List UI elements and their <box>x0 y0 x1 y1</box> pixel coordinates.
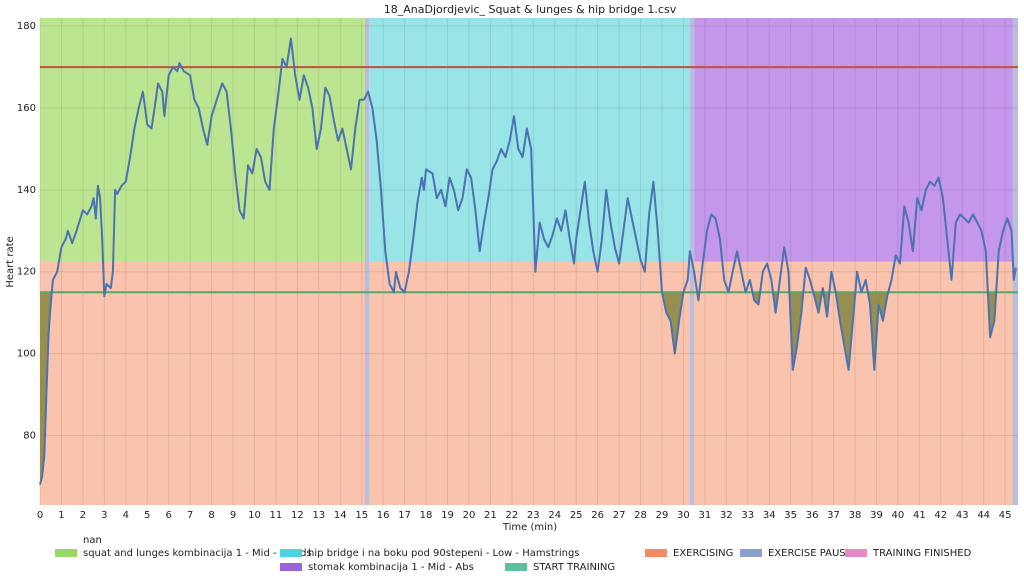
x-tick-label: 14 <box>334 510 347 521</box>
x-tick-label: 32 <box>720 510 733 521</box>
x-tick-label: 36 <box>806 510 819 521</box>
x-tick-label: 16 <box>377 510 390 521</box>
x-tick-label: 5 <box>144 510 150 521</box>
x-tick-label: 33 <box>741 510 754 521</box>
x-tick-label: 6 <box>165 510 171 521</box>
x-tick-label: 8 <box>208 510 214 521</box>
x-tick-label: 37 <box>827 510 840 521</box>
x-tick-label: 3 <box>101 510 107 521</box>
x-tick-label: 13 <box>312 510 325 521</box>
legend-swatch <box>740 549 762 557</box>
heart-rate-line <box>39 37 1017 485</box>
x-tick-label: 19 <box>441 510 454 521</box>
x-tick-label: 23 <box>527 510 540 521</box>
legend-swatch <box>280 549 302 557</box>
legend-swatch <box>280 563 302 571</box>
x-tick-label: 38 <box>849 510 862 521</box>
x-tick-label: 24 <box>548 510 561 521</box>
x-tick-label: 39 <box>870 510 883 521</box>
x-tick-label: 12 <box>291 510 304 521</box>
y-tick-label: 100 <box>17 349 36 360</box>
x-tick-label: 43 <box>956 510 969 521</box>
legend-label: nan <box>83 535 102 546</box>
x-tick-label: 29 <box>656 510 669 521</box>
x-tick-label: 11 <box>270 510 283 521</box>
legend-label: TRAINING FINISHED <box>872 548 972 559</box>
legend-swatch <box>505 563 527 571</box>
x-tick-label: 30 <box>677 510 690 521</box>
x-tick-label: 28 <box>634 510 647 521</box>
y-tick-label: 140 <box>17 185 36 196</box>
legend-label: stomak kombinacija 1 - Mid - Abs <box>308 562 474 573</box>
chart-title: 18_AnaDjordjevic_ Squat & lunges & hip b… <box>384 3 677 16</box>
x-tick-label: 27 <box>613 510 626 521</box>
x-tick-label: 21 <box>484 510 497 521</box>
legend-label: hip bridge i na boku pod 90stepeni - Low… <box>308 548 580 559</box>
x-tick-label: 7 <box>187 510 193 521</box>
band <box>1012 18 1018 505</box>
x-tick-label: 1 <box>58 510 64 521</box>
x-tick-label: 35 <box>784 510 797 521</box>
x-tick-label: 15 <box>355 510 368 521</box>
x-tick-label: 10 <box>248 510 261 521</box>
x-tick-label: 17 <box>398 510 411 521</box>
x-tick-label: 45 <box>999 510 1012 521</box>
band <box>364 18 370 505</box>
band <box>694 18 1018 262</box>
x-tick-label: 0 <box>37 510 43 521</box>
x-tick-label: 40 <box>892 510 905 521</box>
x-tick-label: 42 <box>934 510 947 521</box>
x-axis-label: Time (min) <box>502 522 557 533</box>
legend-swatch <box>55 549 77 557</box>
legend-swatch <box>845 549 867 557</box>
x-tick-label: 2 <box>80 510 86 521</box>
y-axis-label: Heart rate <box>5 236 16 287</box>
legend-label: EXERCISE PAUSE <box>768 548 852 559</box>
x-tick-label: 22 <box>505 510 518 521</box>
legend-label: EXERCISING <box>673 548 733 559</box>
x-tick-label: 41 <box>913 510 926 521</box>
legend-label: squat and lunges kombinacija 1 - Mid - Q… <box>83 548 312 559</box>
x-tick-label: 44 <box>977 510 990 521</box>
x-tick-label: 9 <box>230 510 236 521</box>
x-tick-label: 20 <box>463 510 476 521</box>
y-tick-label: 180 <box>17 21 36 32</box>
x-tick-label: 25 <box>570 510 583 521</box>
x-tick-label: 4 <box>123 510 129 521</box>
legend-label: START TRAINING <box>533 562 615 573</box>
y-tick-label: 80 <box>23 430 36 441</box>
x-tick-label: 34 <box>763 510 776 521</box>
y-tick-label: 160 <box>17 103 36 114</box>
x-tick-label: 26 <box>591 510 604 521</box>
y-tick-label: 120 <box>17 267 36 278</box>
band <box>40 18 365 262</box>
legend-swatch <box>645 549 667 557</box>
x-tick-label: 18 <box>420 510 433 521</box>
x-tick-label: 31 <box>699 510 712 521</box>
